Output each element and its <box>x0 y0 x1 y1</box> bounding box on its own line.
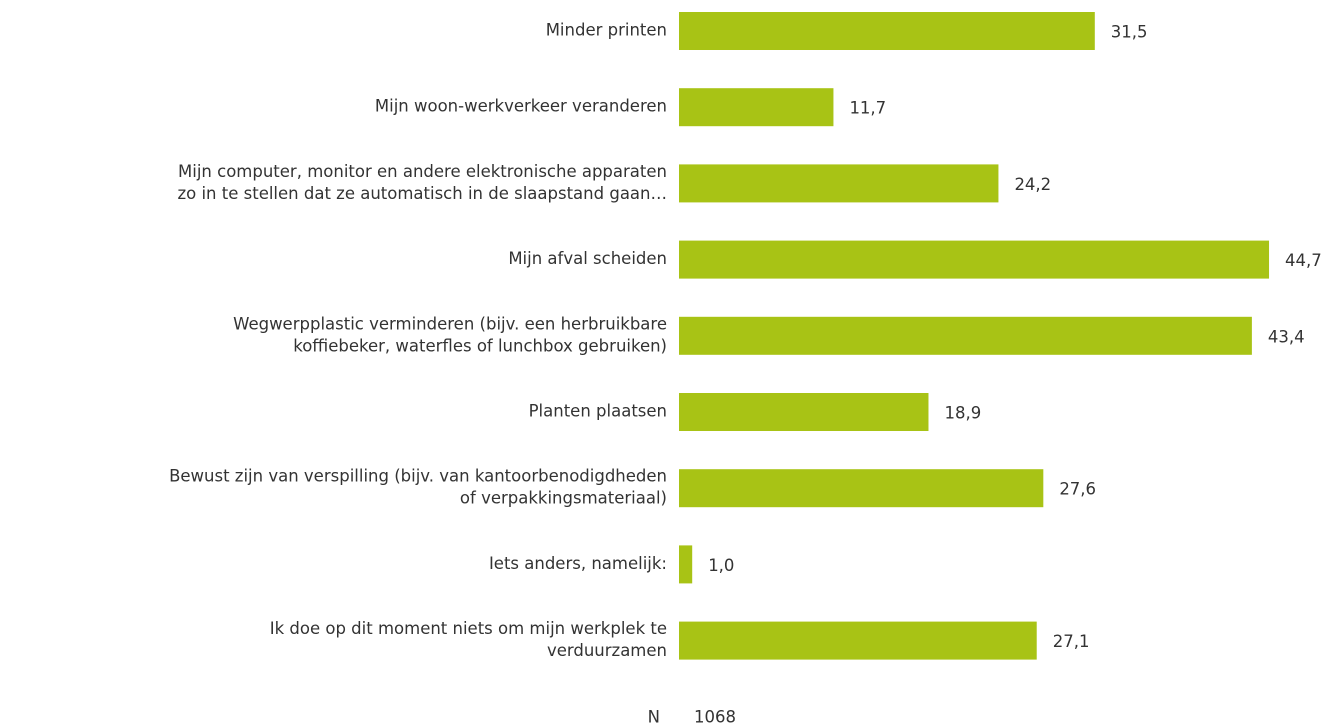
category-label: Wegwerpplastic verminderen (bijv. een he… <box>233 314 667 333</box>
bar <box>679 621 1037 660</box>
category-label: Mijn computer, monitor en andere elektro… <box>178 162 667 181</box>
bar <box>679 12 1095 50</box>
category-label: Mijn afval scheiden <box>508 249 667 268</box>
bar <box>679 240 1270 279</box>
bar <box>679 164 999 203</box>
category-label: Minder printen <box>546 21 667 40</box>
bar <box>679 545 693 584</box>
value-label: 43,4 <box>1268 327 1305 346</box>
value-label: 44,7 <box>1285 251 1322 270</box>
n-value: 1068 <box>694 708 736 727</box>
bar <box>679 393 929 431</box>
category-label: of verpakkingsmateriaal) <box>460 489 667 508</box>
value-label: 24,2 <box>1014 175 1051 194</box>
category-label: koffiebeker, waterfles of lunchbox gebru… <box>293 336 667 355</box>
category-label: zo in te stellen dat ze automatisch in d… <box>177 184 667 203</box>
category-label: Ik doe op dit moment niets om mijn werkp… <box>270 619 667 638</box>
n-label: N <box>648 708 660 727</box>
value-label: 18,9 <box>944 404 981 423</box>
value-label: 11,7 <box>849 99 886 118</box>
bar <box>679 469 1044 508</box>
value-label: 31,5 <box>1111 23 1148 42</box>
category-label: Mijn woon-werkverkeer veranderen <box>375 97 667 116</box>
value-label: 1,0 <box>708 556 734 575</box>
value-label: 27,1 <box>1053 632 1090 651</box>
bar <box>679 88 834 127</box>
bar <box>679 316 1252 355</box>
category-label: Planten plaatsen <box>529 402 667 421</box>
category-label: Bewust zijn van verspilling (bijv. van k… <box>169 467 667 486</box>
value-label: 27,6 <box>1059 480 1096 499</box>
category-label: Iets anders, namelijk: <box>489 554 667 573</box>
category-label: verduurzamen <box>547 641 667 660</box>
